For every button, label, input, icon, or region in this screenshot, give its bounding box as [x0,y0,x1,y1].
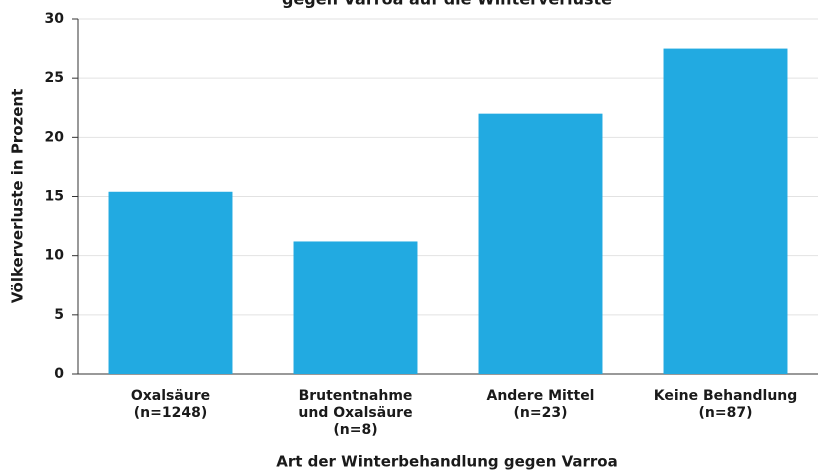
x-tick-label: Keine Behandlung (n=87) [654,388,798,421]
y-axis-label: Völkerverluste in Prozent [9,89,27,304]
y-tick-label: 20 [45,129,65,145]
bar [663,48,788,374]
x-tick-label: Oxalsäure (n=1248) [131,388,210,421]
y-tick-label: 5 [54,307,64,323]
bar [108,191,233,374]
y-tick-label: 15 [45,189,64,205]
x-tick-label: Brutentnahme und Oxalsäure (n=8) [298,388,412,438]
y-tick-label: 30 [45,11,65,27]
x-axis-label: Art der Winterbehandlung gegen Varroa [276,453,617,471]
x-tick-label: Andere Mittel (n=23) [486,388,594,421]
bar [478,113,603,375]
y-tick-label: 0 [54,366,64,382]
bar [293,241,418,374]
chart-title: gegen Varroa auf die Winterverluste [282,0,612,9]
y-tick-label: 25 [45,70,64,86]
y-tick-label: 10 [45,248,65,264]
